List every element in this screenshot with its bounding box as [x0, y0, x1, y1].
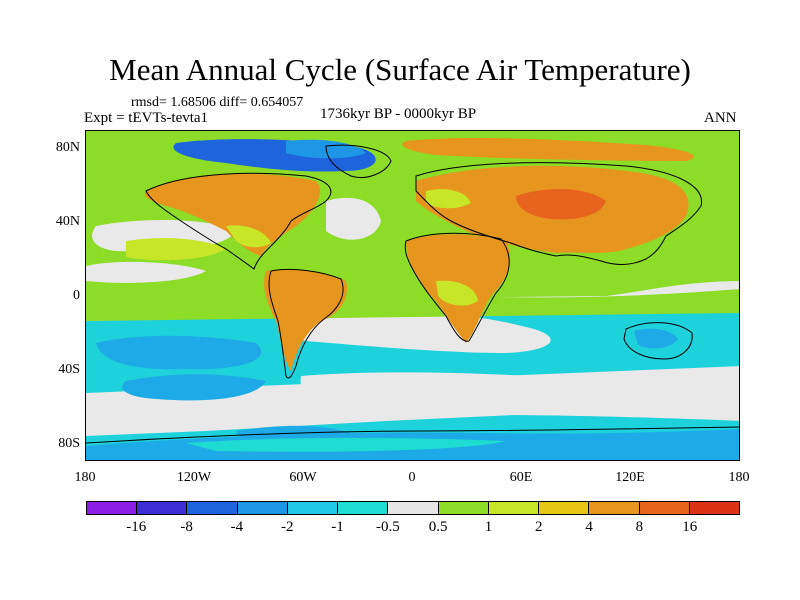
season-label: ANN	[704, 110, 737, 126]
south-pacific-blue-patch-2	[122, 374, 266, 401]
colorbar-label: 4	[585, 519, 593, 535]
atlantic-gray	[326, 197, 381, 240]
lon-label-180e: 180	[728, 470, 750, 485]
colorbar	[86, 501, 740, 515]
colorbar-swatch	[187, 502, 238, 514]
colorbar-swatch	[287, 502, 339, 514]
north-america-yellow	[226, 225, 271, 248]
colorbar-label: 8	[635, 519, 644, 535]
tropical-green-belt	[86, 279, 739, 321]
coastline-africa	[404, 232, 510, 342]
lat-label-80n: 80N	[55, 140, 80, 155]
australia-blue	[634, 328, 678, 349]
map-panel	[85, 130, 740, 461]
lat-label-40n: 40N	[55, 214, 80, 229]
period-label: 1736kyr BP - 0000kyr BP	[320, 106, 477, 122]
central-asia-deep-orange	[516, 189, 606, 220]
colorbar-label: 2	[535, 519, 543, 535]
antarctica-cyan	[186, 437, 506, 452]
europe-yellow	[426, 189, 471, 209]
lon-label-60e: 60E	[509, 470, 533, 485]
colorbar-swatch	[237, 502, 288, 514]
experiment-label: Expt = tEVTs-tevta1	[84, 110, 209, 126]
coastline-australia	[623, 322, 693, 360]
south-pacific-gray	[86, 393, 236, 427]
colorbar-swatch	[388, 502, 439, 514]
colorbar-swatch	[689, 502, 740, 514]
colorbar-label: -2	[280, 519, 294, 535]
arctic-orange	[402, 138, 694, 161]
lat-label-40s: 40S	[58, 362, 80, 377]
coastline-north-america	[145, 172, 332, 270]
colorbar-swatch	[137, 502, 188, 514]
colorbar-label: -1	[331, 519, 344, 535]
colorbar-swatch	[539, 502, 590, 514]
coastlines	[86, 144, 739, 444]
coastline-antarctica	[86, 426, 739, 444]
colorbar-swatch	[488, 502, 540, 514]
lon-label-120w: 120W	[176, 470, 212, 485]
yellow-patch-pacific	[126, 238, 226, 261]
colorbar-swatch	[589, 502, 640, 514]
lon-label-180w: 180	[74, 470, 96, 485]
temperature-anomaly-map	[86, 131, 739, 460]
southern-ocean-band	[86, 306, 739, 393]
africa-yellow	[436, 280, 478, 306]
lon-label-0: 0	[408, 470, 416, 485]
lon-label-60w: 60W	[289, 470, 317, 485]
south-america-orange	[264, 269, 347, 371]
colorbar-swatch	[87, 502, 138, 514]
lat-label-80s: 80S	[58, 436, 80, 451]
lon-label-120e: 120E	[615, 470, 645, 485]
south-pacific-blue-patch	[96, 335, 262, 370]
colorbar-label: 0.5	[428, 519, 448, 535]
colorbar-swatch	[639, 502, 690, 514]
colorbar-swatch	[338, 502, 389, 514]
colorbar-swatch	[438, 502, 489, 514]
plot-title: Mean Annual Cycle (Surface Air Temperatu…	[109, 52, 691, 87]
coastline-greenland	[325, 144, 392, 178]
colorbar-label: -4	[230, 519, 244, 535]
colorbar-label: 16	[682, 519, 698, 535]
stats-text: rmsd= 1.68506 diff= 0.654057	[131, 95, 304, 110]
southern-ocean-gray-belt	[300, 372, 739, 421]
north-america-orange	[144, 173, 320, 256]
colorbar-label: -16	[126, 519, 147, 535]
indian-ocean-gray-belt	[277, 312, 551, 353]
colorbar-label: -8	[180, 519, 193, 535]
colorbar-label: -0.5	[375, 519, 400, 535]
coastline-eurasia	[415, 162, 703, 265]
lat-label-0: 0	[73, 288, 80, 303]
pacific-tropical-gray	[86, 261, 206, 283]
colorbar-label: 1	[484, 519, 493, 535]
coastline-south-america	[268, 268, 344, 379]
